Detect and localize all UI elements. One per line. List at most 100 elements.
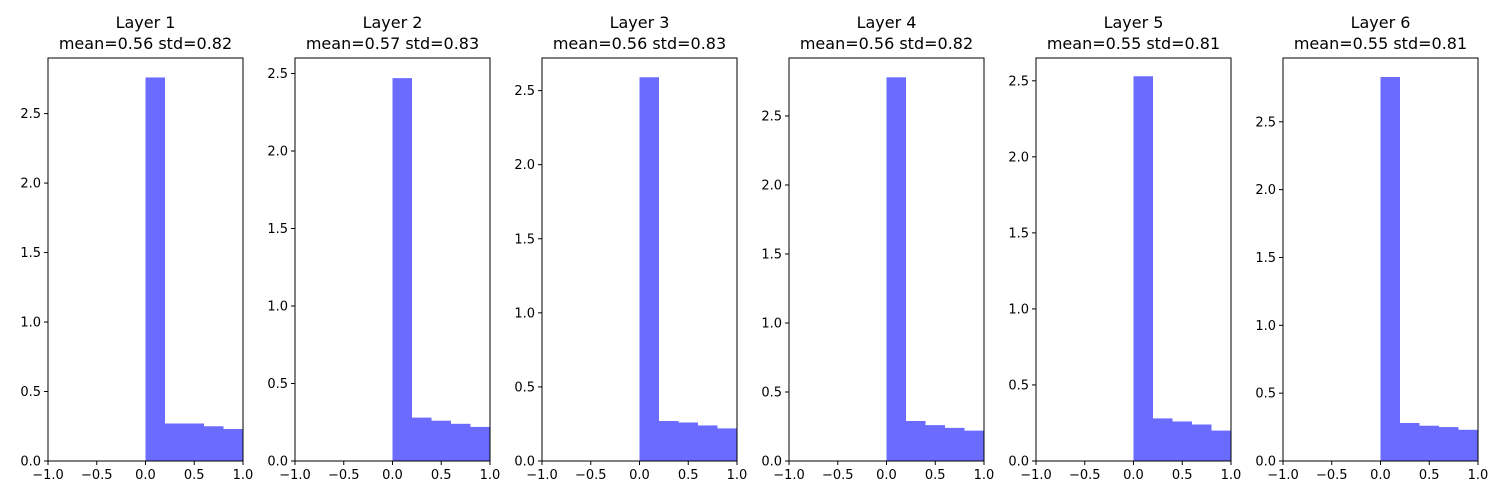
x-tick-label: 0.5 — [678, 468, 699, 483]
y-tick-label: 0.0 — [1255, 455, 1276, 470]
histogram-bar — [223, 429, 243, 461]
x-tick-label: 1.0 — [480, 468, 501, 483]
x-tick-label: 0.0 — [876, 468, 897, 483]
histogram-bar — [1211, 430, 1231, 461]
panel-subtitle: mean=0.56 std=0.82 — [59, 34, 232, 53]
x-tick-label: 1.0 — [974, 468, 995, 483]
y-tick-label: 0.5 — [20, 385, 41, 400]
histogram-bar — [470, 426, 490, 461]
panel-subtitle: mean=0.57 std=0.83 — [306, 34, 479, 53]
x-tick-label: −1.0 — [32, 468, 64, 483]
y-tick-label: 2.5 — [267, 67, 288, 82]
y-tick-label: 2.5 — [761, 109, 782, 124]
panel-title: Layer 4 — [857, 13, 917, 32]
x-tick-label: −0.5 — [328, 468, 360, 483]
histogram-bar — [392, 78, 412, 462]
histogram-panel-5: Layer 5 mean=0.55 std=0.81 −1.0 −0.5 0.0 0.5 1… — [1008, 13, 1241, 483]
histogram-bar — [964, 430, 984, 461]
x-tick-label: 0.5 — [184, 468, 205, 483]
histogram-bar — [945, 427, 965, 461]
y-tick-label: 2.0 — [267, 145, 288, 160]
x-tick-label: 0.5 — [1419, 468, 1440, 483]
x-tick-label: −0.5 — [575, 468, 607, 483]
y-tick-label: 2.0 — [1255, 183, 1276, 198]
y-tick-label: 1.0 — [761, 316, 782, 331]
histogram-panel-3: Layer 3 mean=0.56 std=0.83 −1.0 −0.5 0.0 0.5 1… — [514, 13, 747, 483]
histogram-bar — [1400, 423, 1420, 461]
x-tick-label: 0.0 — [382, 468, 403, 483]
histogram-panel-6: Layer 6 mean=0.55 std=0.81 −1.0 −0.5 0.0 0.5 1… — [1255, 13, 1488, 483]
histogram-bar — [1458, 429, 1478, 461]
histogram-bar — [1419, 425, 1439, 461]
histogram-bar — [678, 422, 698, 461]
x-tick-label: 1.0 — [1221, 468, 1242, 483]
histogram-bar — [1153, 418, 1173, 461]
x-tick-label: 0.5 — [925, 468, 946, 483]
histogram-bar — [451, 423, 471, 461]
panel-title: Layer 1 — [116, 13, 176, 32]
histogram-panel-1: Layer 1 mean=0.56 std=0.82 −1.0 −0.5 0.0 0.5 1… — [20, 13, 253, 483]
x-tick-label: −0.5 — [1316, 468, 1348, 483]
x-tick-label: 0.0 — [1370, 468, 1391, 483]
y-tick-label: 2.0 — [514, 158, 535, 173]
y-tick-label: 0.5 — [761, 385, 782, 400]
y-tick-label: 2.5 — [1255, 115, 1276, 130]
x-tick-label: −1.0 — [279, 468, 311, 483]
histogram-bar — [1380, 76, 1400, 461]
histogram-bar — [717, 428, 737, 461]
y-tick-label: 2.5 — [514, 84, 535, 99]
histogram-bar — [925, 425, 945, 461]
histogram-bar — [698, 425, 718, 461]
y-tick-label: 1.5 — [514, 232, 535, 247]
y-tick-label: 1.0 — [1255, 319, 1276, 334]
y-tick-label: 1.0 — [267, 300, 288, 315]
y-tick-label: 0.0 — [761, 455, 782, 470]
histogram-bar — [1192, 424, 1212, 461]
x-tick-label: 0.5 — [1172, 468, 1193, 483]
panel-subtitle: mean=0.55 std=0.81 — [1294, 34, 1467, 53]
x-tick-label: 0.0 — [629, 468, 650, 483]
y-tick-label: 1.0 — [20, 316, 41, 331]
panel-title: Layer 3 — [610, 13, 670, 32]
y-tick-label: 2.5 — [1008, 74, 1029, 89]
x-tick-label: 0.5 — [431, 468, 452, 483]
x-tick-label: 1.0 — [727, 468, 748, 483]
histogram-bar — [1133, 76, 1153, 461]
histogram-bar — [412, 417, 432, 461]
y-tick-label: 1.0 — [514, 306, 535, 321]
y-tick-label: 0.0 — [1008, 455, 1029, 470]
y-tick-label: 2.0 — [1008, 150, 1029, 165]
histogram-bar — [639, 77, 659, 461]
histogram-bar — [906, 420, 926, 461]
panel-subtitle: mean=0.55 std=0.81 — [1047, 34, 1220, 53]
histogram-panel-4: Layer 4 mean=0.56 std=0.82 −1.0 −0.5 0.0 0.5 1… — [761, 13, 994, 483]
y-tick-label: 2.5 — [20, 107, 41, 122]
panel-title: Layer 2 — [363, 13, 423, 32]
x-tick-label: 1.0 — [233, 468, 254, 483]
histogram-bar — [659, 420, 679, 461]
y-tick-label: 1.5 — [267, 222, 288, 237]
panel-title: Layer 5 — [1104, 13, 1164, 32]
x-tick-label: −1.0 — [1020, 468, 1052, 483]
x-tick-label: 0.0 — [1123, 468, 1144, 483]
y-tick-label: 1.5 — [761, 247, 782, 262]
histogram-bar — [1439, 427, 1459, 461]
y-tick-label: 0.5 — [1255, 387, 1276, 402]
histogram-bar — [431, 420, 451, 461]
histogram-bar — [145, 77, 165, 461]
y-tick-label: 0.5 — [1008, 378, 1029, 393]
panel-title: Layer 6 — [1351, 13, 1411, 32]
x-tick-label: −0.5 — [81, 468, 113, 483]
panel-subtitle: mean=0.56 std=0.83 — [553, 34, 726, 53]
y-tick-label: 1.5 — [1008, 226, 1029, 241]
y-tick-label: 2.0 — [761, 178, 782, 193]
y-tick-label: 0.5 — [267, 377, 288, 392]
y-tick-label: 0.0 — [514, 455, 535, 470]
x-tick-label: 1.0 — [1468, 468, 1489, 483]
histogram-bar — [184, 423, 204, 461]
x-tick-label: −1.0 — [773, 468, 805, 483]
y-tick-label: 0.0 — [20, 455, 41, 470]
y-tick-label: 1.0 — [1008, 302, 1029, 317]
y-tick-label: 1.5 — [20, 246, 41, 261]
